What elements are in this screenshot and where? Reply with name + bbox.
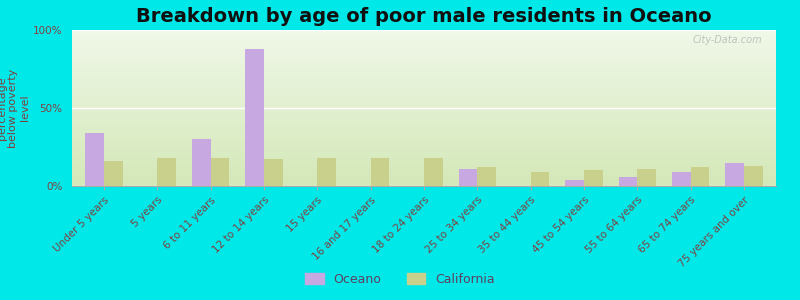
Bar: [158, 158, 176, 186]
Bar: [246, 49, 264, 186]
Bar: [264, 160, 282, 186]
Bar: [530, 172, 550, 186]
Bar: [618, 177, 638, 186]
Bar: [318, 158, 336, 186]
Bar: [726, 163, 744, 186]
Y-axis label: percentage
below poverty
level: percentage below poverty level: [0, 68, 30, 148]
Legend: Oceano, California: Oceano, California: [300, 268, 500, 291]
Bar: [690, 167, 710, 186]
Bar: [104, 161, 122, 186]
Bar: [424, 158, 442, 186]
Bar: [638, 169, 656, 186]
Text: City-Data.com: City-Data.com: [692, 35, 762, 45]
Bar: [458, 169, 478, 186]
Bar: [370, 158, 390, 186]
Bar: [192, 139, 210, 186]
Bar: [478, 167, 496, 186]
Bar: [566, 180, 584, 186]
Bar: [584, 170, 602, 186]
Bar: [86, 133, 104, 186]
Bar: [672, 172, 690, 186]
Bar: [210, 158, 230, 186]
Title: Breakdown by age of poor male residents in Oceano: Breakdown by age of poor male residents …: [136, 7, 712, 26]
Bar: [744, 166, 762, 186]
